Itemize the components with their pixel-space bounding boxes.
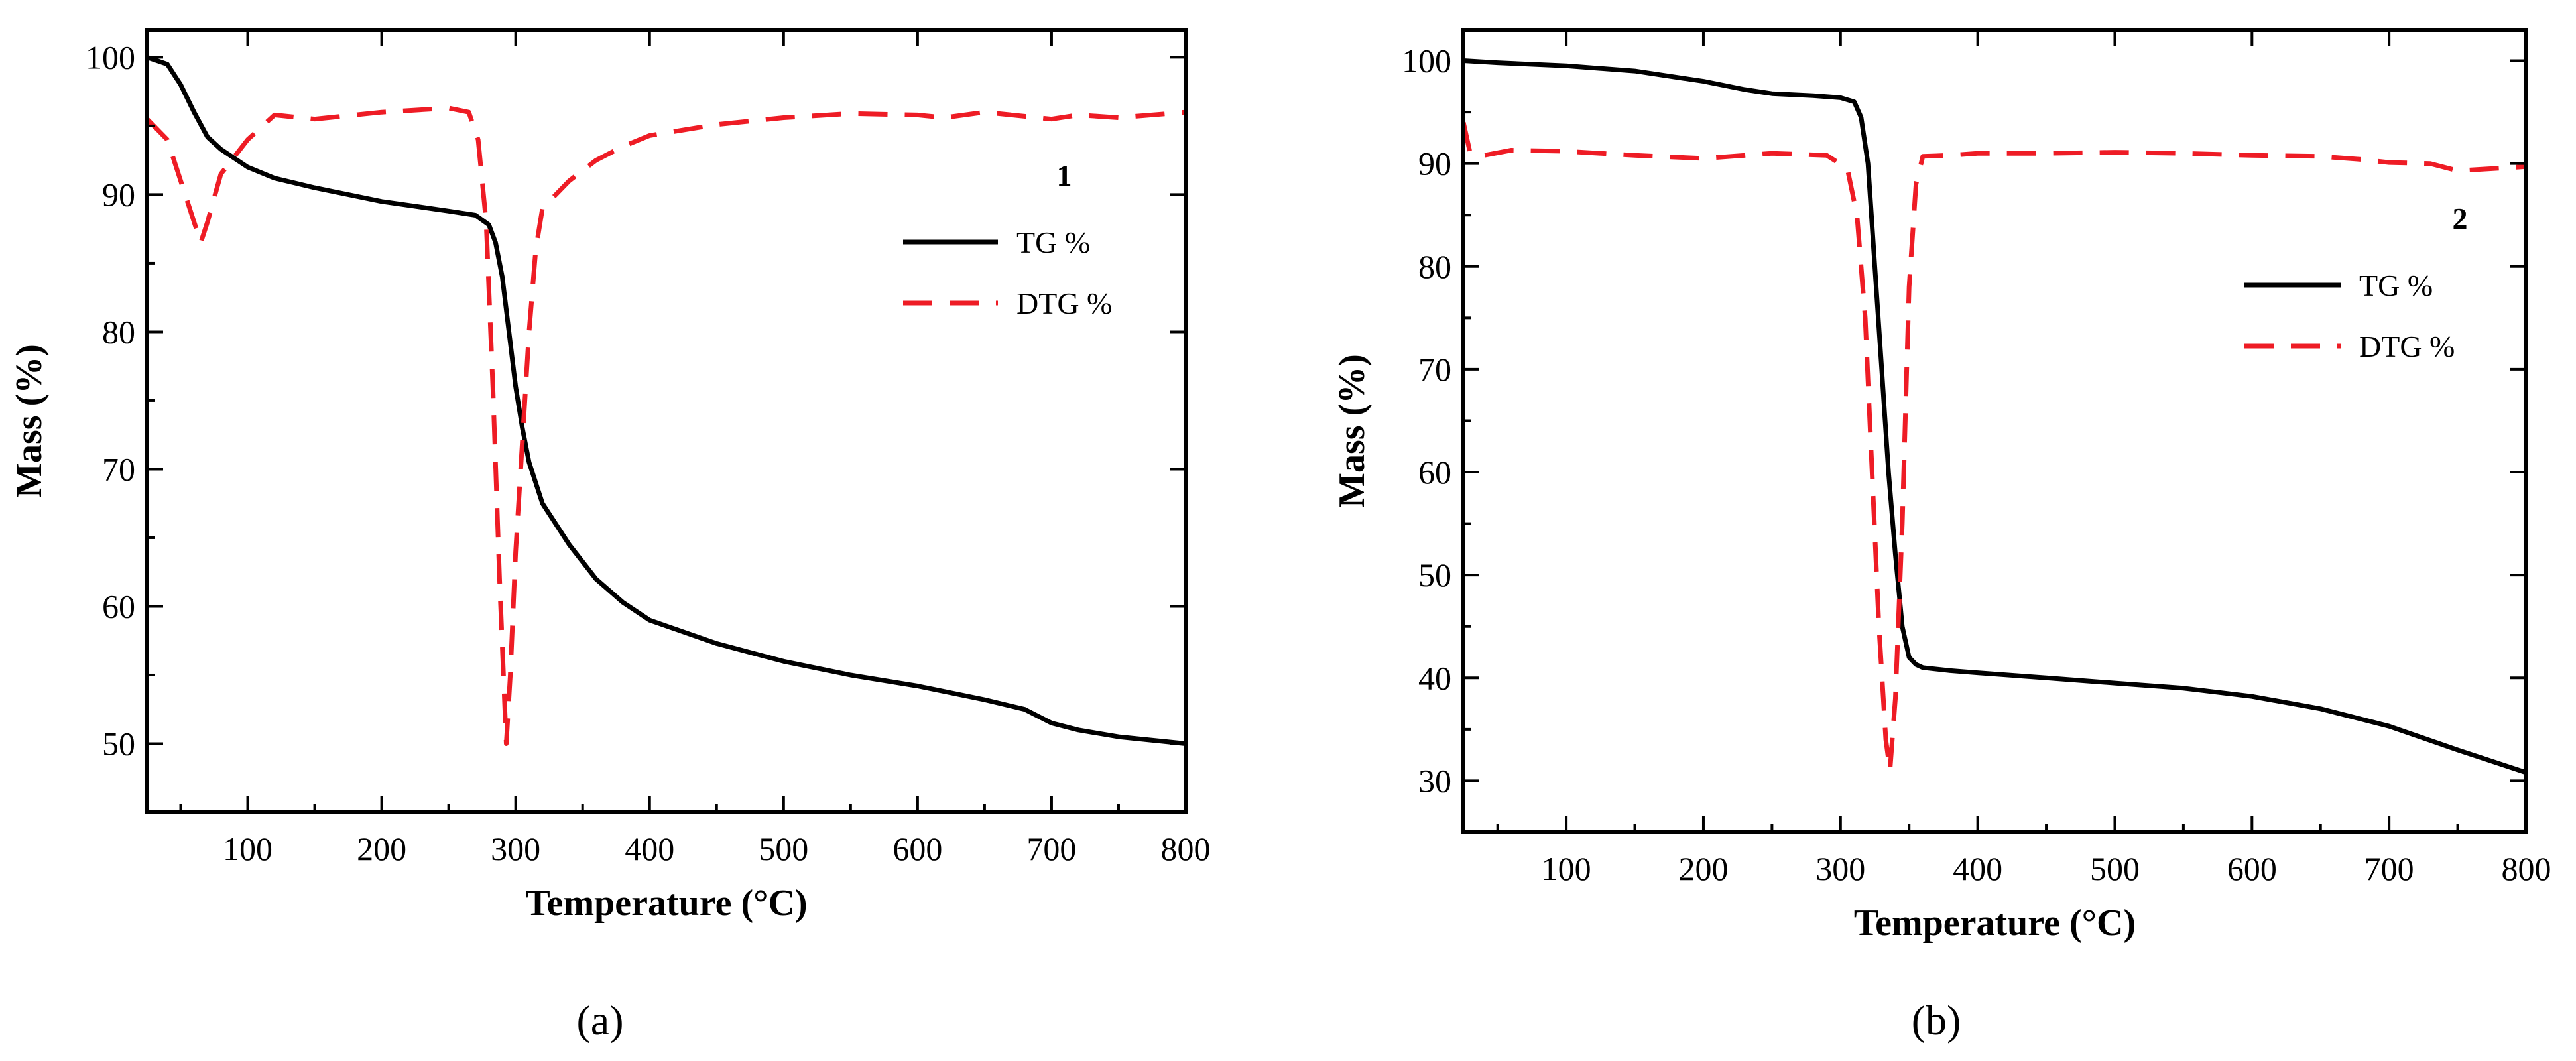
x-tick-label: 600 xyxy=(2227,850,2277,887)
panel-number: 1 xyxy=(1057,158,1072,192)
legend-label: DTG % xyxy=(1016,286,1112,320)
x-tick-label: 700 xyxy=(2364,850,2414,887)
legend-label: TG % xyxy=(2359,269,2433,302)
y-axis-title: Mass (%) xyxy=(9,344,50,498)
x-tick-label: 800 xyxy=(2502,850,2551,887)
chart-panel-a: 100 200 300 400 500 600 700 800 50 60 70 80 90 100 Tem… xyxy=(9,28,1211,1044)
y-tick-label: 60 xyxy=(102,588,135,625)
y-tick-label: 100 xyxy=(86,38,135,76)
y-tick-label: 70 xyxy=(102,450,135,487)
x-tick-label: 400 xyxy=(1953,850,2002,887)
x-axis-title: Temperature (°C) xyxy=(525,883,807,924)
y-axis-title: Mass (%) xyxy=(1331,354,1373,508)
chart-panel-b: 100 200 300 400 500 600 700 800 30 40 50 60 70 80 90 10… xyxy=(1331,28,2551,1044)
dtg-series-line xyxy=(145,105,1186,746)
y-tick-label: 50 xyxy=(102,725,135,762)
panel-caption: (b) xyxy=(1912,997,1961,1044)
x-tick-label: 200 xyxy=(1678,850,1728,887)
panel-caption: (a) xyxy=(576,997,623,1044)
x-tick-label: 100 xyxy=(1542,850,1591,887)
tg-series-line xyxy=(146,55,1186,746)
x-tick-label: 500 xyxy=(759,830,808,867)
x-tick-label: 800 xyxy=(1161,830,1211,867)
x-tick-label: 700 xyxy=(1026,830,1076,867)
panel-number: 2 xyxy=(2453,202,2468,235)
y-tick-label: 30 xyxy=(1418,762,1451,799)
x-tick-label: 200 xyxy=(357,830,406,867)
legend-label: TG % xyxy=(1016,225,1090,259)
x-tick-label: 600 xyxy=(892,830,942,867)
x-tick-label: 300 xyxy=(1815,850,1865,887)
x-tick-label: 500 xyxy=(2090,850,2140,887)
x-tick-label: 300 xyxy=(491,830,540,867)
y-tick-label: 40 xyxy=(1418,659,1451,696)
legend-label: DTG % xyxy=(2359,330,2455,363)
y-tick-label: 90 xyxy=(1418,145,1451,182)
y-tick-label: 60 xyxy=(1418,454,1451,491)
dtg-series-line xyxy=(1461,121,2527,773)
y-tick-label: 80 xyxy=(1418,248,1451,285)
y-tick-label: 80 xyxy=(102,313,135,350)
y-tick-label: 70 xyxy=(1418,351,1451,388)
x-tick-label: 400 xyxy=(625,830,674,867)
plot-frame xyxy=(1461,28,2528,834)
tg-series-line xyxy=(1463,58,2528,775)
y-tick-label: 100 xyxy=(1402,42,1451,80)
y-tick-label: 90 xyxy=(102,176,135,213)
y-tick-label: 50 xyxy=(1418,556,1451,593)
plot-frame xyxy=(145,28,1188,814)
x-tick-label: 100 xyxy=(223,830,273,867)
x-axis-title: Temperature (°C) xyxy=(1854,903,2136,944)
